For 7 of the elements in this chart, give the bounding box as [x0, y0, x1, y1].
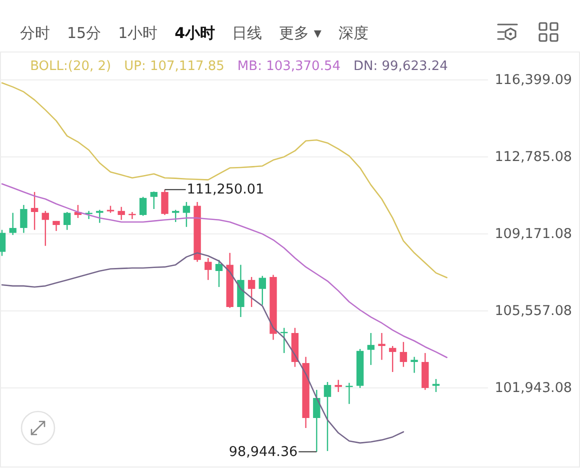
legend: BOLL:(20, 2) UP: 107,117.85 MB: 103,370.54 DN: 99,623.24 — [30, 59, 448, 74]
y-tick-label: 105,557.08 — [494, 302, 572, 319]
y-tick-label: 101,943.08 — [494, 380, 572, 396]
y-tick-label: 109,171.08 — [494, 226, 572, 242]
toolbar: 分时 15分 1小时 4小时 日线 更多 ▾ 深度 — [20, 24, 368, 42]
y-tick-label: 116,399.09 — [494, 72, 572, 88]
y-tick-label: 112,785.08 — [494, 148, 572, 165]
